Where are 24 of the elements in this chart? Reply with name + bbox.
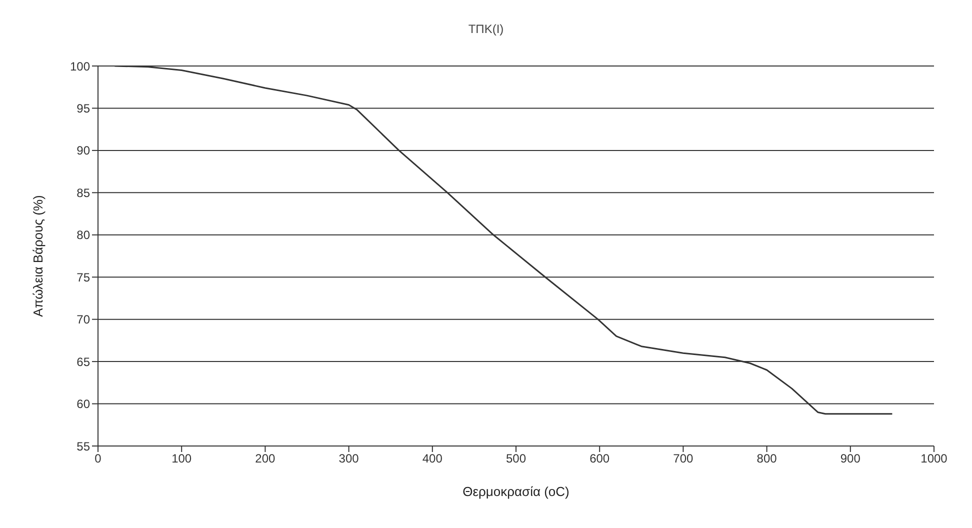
x-tick-label: 700 [673,452,694,466]
y-tick-label: 100 [70,59,90,74]
y-tick-label: 85 [76,186,90,200]
y-tick-label: 75 [76,270,90,284]
x-tick-label: 200 [255,452,276,466]
x-axis-title: Θερμοκρασία (oC) [462,484,570,499]
x-tick-label: 1000 [920,452,948,466]
y-tick-label: 95 [76,101,90,116]
y-tick-label: 60 [76,397,90,412]
x-tick-label: 100 [172,452,192,466]
x-tick-label: 800 [756,452,778,466]
x-tick-label: 600 [590,452,610,466]
x-tick-label: 900 [840,452,861,466]
x-tick-label: 300 [338,452,360,466]
y-tick-label: 90 [76,144,90,158]
x-tick-label: 400 [422,452,443,466]
y-tick-label: 55 [76,439,90,454]
y-axis-title: Απώλεια Βάρους (%) [30,195,46,317]
x-tick-label: 0 [94,452,102,466]
x-tick-label: 500 [506,452,526,466]
y-tick-label: 80 [76,228,90,242]
y-tick-label: 70 [76,312,90,327]
y-tick-label: 65 [76,354,90,369]
chart-title: ΤΠΚ(Ι) [467,22,505,36]
